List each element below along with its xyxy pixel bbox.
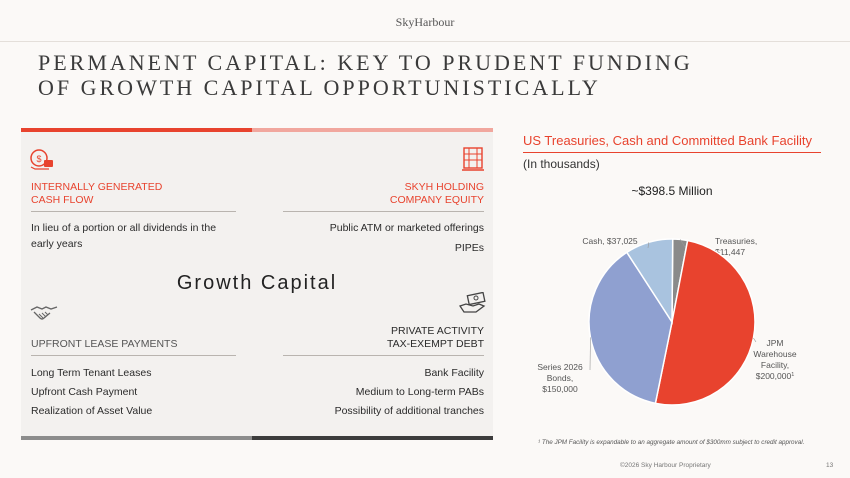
list-item: PIPEs [454, 242, 484, 254]
chart-title: US Treasuries, Cash and Committed Bank F… [523, 133, 812, 148]
page-title: PERMANENT CAPITAL: KEY TO PRUDENT FUNDIN… [38, 50, 798, 100]
brand-logo: SkyHarbour [395, 15, 455, 29]
internal-cash-flow-heading: INTERNALLY GENERATED CASH FLOW [31, 181, 162, 207]
list-item: early years [31, 238, 83, 250]
chart-subtitle: (In thousands) [523, 157, 600, 171]
panel-bottom-bar-grey [21, 436, 252, 440]
list-item: Upfront Cash Payment [31, 386, 138, 398]
internal-cash-flow-text: In lieu of a portion or all dividends in… [31, 220, 246, 252]
title-line-1: PERMANENT CAPITAL: KEY TO PRUDENT FUNDIN… [38, 50, 693, 75]
list-item: In lieu of a portion or all dividends in… [31, 222, 217, 234]
holding-equity-heading: SKYH HOLDING COMPANY EQUITY [283, 181, 484, 207]
quadrant-divider [283, 355, 484, 356]
list-item: Medium to Long-term PABs [355, 386, 484, 398]
pie-chart: Treasuries, $11,447 JPM Warehouse Facility, $… [537, 236, 797, 406]
footer-copyright: ©2026 Sky Harbour Proprietary [620, 462, 711, 469]
header-divider [0, 41, 850, 42]
tax-exempt-debt-text: Bank Facility Medium to Long-term PABs P… [265, 364, 484, 421]
svg-text:$: $ [36, 154, 41, 164]
list-item: Public ATM or marketed offerings [329, 222, 484, 234]
leader-line [647, 242, 650, 249]
slice-label-cash: Cash, $37,025 [582, 236, 638, 246]
panel-top-bar-pink [252, 128, 493, 132]
building-icon [462, 147, 484, 171]
heading-line: INTERNALLY GENERATED [31, 181, 163, 193]
pie-slice-jpm-warehouse-facility [654, 239, 756, 406]
growth-capital-label: Growth Capital [176, 272, 338, 294]
chart-title-rule [523, 152, 821, 153]
list-item: Long Term Tenant Leases [31, 367, 152, 379]
growth-capital-panel [21, 128, 493, 440]
quadrant-divider [283, 211, 484, 212]
quadrant-divider [31, 355, 236, 356]
tax-exempt-debt-heading: PRIVATE ACTIVITY TAX-EXEMPT DEBT [283, 325, 484, 351]
upfront-lease-heading: UPFRONT LEASE PAYMENTS [31, 338, 178, 350]
leader-line [753, 337, 757, 343]
quadrant-divider [31, 211, 236, 212]
money-hand-icon [459, 292, 486, 313]
slice-label-jpm-warehouse-facility: JPM Warehouse Facility, $200,0001 [753, 338, 796, 381]
panel-bottom-bar-dark [252, 436, 493, 440]
heading-line: COMPANY EQUITY [389, 194, 484, 206]
upfront-lease-text: Long Term Tenant Leases Upfront Cash Pay… [31, 364, 246, 421]
panel-top-bar-red [21, 128, 252, 132]
slice-label-treasuries: Treasuries, $11,447 [715, 236, 757, 257]
holding-equity-text: Public ATM or marketed offerings PIPEs [265, 220, 484, 256]
heading-line: CASH FLOW [31, 194, 94, 206]
chart-total-label: ~$398.5 Million [631, 184, 713, 198]
cash-flow-icon: $ [30, 149, 53, 170]
heading-line: SKYH HOLDING [404, 181, 484, 193]
list-item: Realization of Asset Value [31, 405, 153, 417]
footnote: ¹ The JPM Facility is expandable to an a… [538, 439, 805, 446]
handshake-icon [30, 306, 58, 320]
heading-line: TAX-EXEMPT DEBT [386, 338, 484, 350]
heading-line: PRIVATE ACTIVITY [391, 325, 484, 337]
page-number: 13 [826, 462, 834, 469]
list-item: Bank Facility [424, 367, 484, 379]
list-item: Possibility of additional tranches [334, 405, 484, 417]
slice-label-series-2026-bonds: Series 2026 Bonds, $150,000 [537, 362, 583, 394]
title-line-2: OF GROWTH CAPITAL OPPORTUNISTICALLY [38, 75, 601, 100]
